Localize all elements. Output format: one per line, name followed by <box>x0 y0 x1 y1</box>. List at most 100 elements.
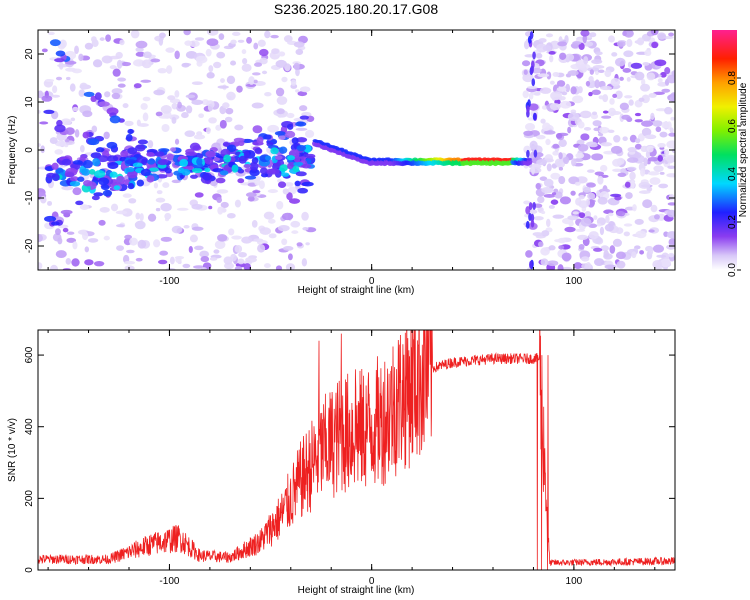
spectrogram-blob <box>305 153 316 159</box>
spectrogram-blob <box>578 212 586 219</box>
spectrogram-blob <box>72 187 82 196</box>
spectrogram-blob <box>612 238 622 247</box>
spectrogram-blob <box>571 158 577 167</box>
spectrogram-blob <box>208 205 213 210</box>
spectrogram-blob <box>573 262 583 270</box>
spectrogram-blob <box>281 238 288 246</box>
spectrogram-blob <box>543 178 554 188</box>
spectrogram-blob <box>84 259 94 266</box>
spectrogram-blob <box>529 140 538 150</box>
spectrogram-blob <box>147 159 155 165</box>
spectrogram-blob <box>264 91 272 97</box>
spectrogram-blob <box>635 230 647 239</box>
spectrogram-blob <box>205 150 216 158</box>
spectrogram-blob <box>89 169 96 175</box>
spectrogram-blob <box>237 39 245 43</box>
spectrogram-blob <box>664 67 671 75</box>
spectrogram-blob <box>632 204 637 212</box>
spectrogram-blob <box>588 91 593 97</box>
spectrogram-blob <box>296 144 307 152</box>
spectrogram-blob <box>98 219 106 226</box>
spectrogram-blob <box>91 36 97 43</box>
spectrogram-blob <box>570 86 577 95</box>
spectrogram-blob <box>532 112 537 121</box>
spectrogram-blob <box>150 58 161 63</box>
spectrogram-blob <box>222 141 230 147</box>
spectrogram-blob <box>129 237 138 246</box>
spectrogram-blob <box>299 105 308 112</box>
spectrogram-blob <box>614 57 626 67</box>
spectrogram-blob <box>652 244 665 253</box>
spectrogram-blob <box>577 121 585 129</box>
spectrogram-blob <box>61 185 74 191</box>
spectrogram-blob <box>532 232 543 237</box>
spectrogram-blob <box>572 211 579 215</box>
spectrogram-blob <box>556 80 566 87</box>
spectrogram-blob <box>666 209 675 218</box>
spectrogram-blob <box>213 249 220 254</box>
spectrogram-blob <box>116 175 125 185</box>
spectrogram-blob <box>66 231 75 235</box>
spectrogram-blob <box>174 138 180 145</box>
spectrogram-blob <box>664 149 670 157</box>
spectrogram-blob <box>82 131 90 139</box>
spectrogram-blob <box>642 61 650 66</box>
spectrogram-blob <box>236 85 243 93</box>
spectrogram-blob <box>266 168 276 174</box>
spectrogram-blob <box>72 160 84 165</box>
spectrogram-blob <box>299 115 309 120</box>
spectrogram-blob <box>286 123 294 130</box>
spectrogram-blob <box>245 192 257 198</box>
spectrogram-blob <box>174 255 185 260</box>
spectrogram-blob <box>205 127 211 135</box>
spectrogram-blob <box>55 228 61 236</box>
spectrogram-blob <box>523 200 531 205</box>
spectrogram-blob <box>51 94 61 98</box>
spectrogram-blob <box>147 213 157 222</box>
spectrogram-blob <box>668 252 675 258</box>
spectrogram-blob <box>610 77 621 87</box>
spectrogram-blob <box>616 260 626 269</box>
spectrogram-blob <box>226 91 236 101</box>
spectrogram-blob <box>64 60 77 65</box>
spectrogram-blob <box>619 102 629 111</box>
spectrogram-blob <box>588 142 598 148</box>
spectrogram-blob <box>109 115 121 124</box>
spectrogram-blob <box>242 58 248 65</box>
spectrogram-xtick-label: 0 <box>369 276 375 287</box>
spectrogram-blob <box>615 251 626 260</box>
spectrogram-blob <box>648 248 654 255</box>
spectrogram-blob <box>270 147 279 155</box>
spectrogram-blob <box>237 258 245 265</box>
spectrogram-blob <box>38 233 43 243</box>
spectrogram-blob <box>156 190 163 195</box>
spectrogram-blob <box>267 124 280 133</box>
spectrogram-blob <box>160 236 173 242</box>
spectrogram-blob <box>640 83 651 92</box>
spectrogram-blob <box>122 103 129 109</box>
spectrogram-blob <box>609 245 616 254</box>
spectrogram-blob <box>274 131 286 136</box>
spectrogram-blob <box>95 147 105 153</box>
spectrogram-blob <box>528 202 533 211</box>
spectrogram-blob <box>561 266 573 270</box>
spectrogram-blob <box>224 116 233 123</box>
spectrogram-blob <box>570 190 576 196</box>
spectrogram-blob <box>666 173 675 178</box>
spectrogram-blob <box>588 75 594 82</box>
spectrogram-blob <box>106 107 119 115</box>
spectrogram-blob <box>77 176 85 182</box>
spectrogram-blob <box>204 167 211 173</box>
spectrogram-blob <box>581 263 590 270</box>
spectrogram-blob <box>182 263 191 269</box>
spectrogram-blob <box>254 147 262 154</box>
spectrogram-blob <box>50 221 60 226</box>
spectrogram-blob <box>293 62 300 71</box>
spectrogram-blob <box>54 124 66 133</box>
spectrogram-blob <box>608 35 616 43</box>
spectrogram-blob <box>586 169 595 173</box>
spectrogram-blob <box>61 158 72 166</box>
spectrogram-blob <box>140 79 152 83</box>
colorbar: 0.0 0.2 0.4 0.6 0.8 Normalized spectral ampl… <box>712 30 749 277</box>
